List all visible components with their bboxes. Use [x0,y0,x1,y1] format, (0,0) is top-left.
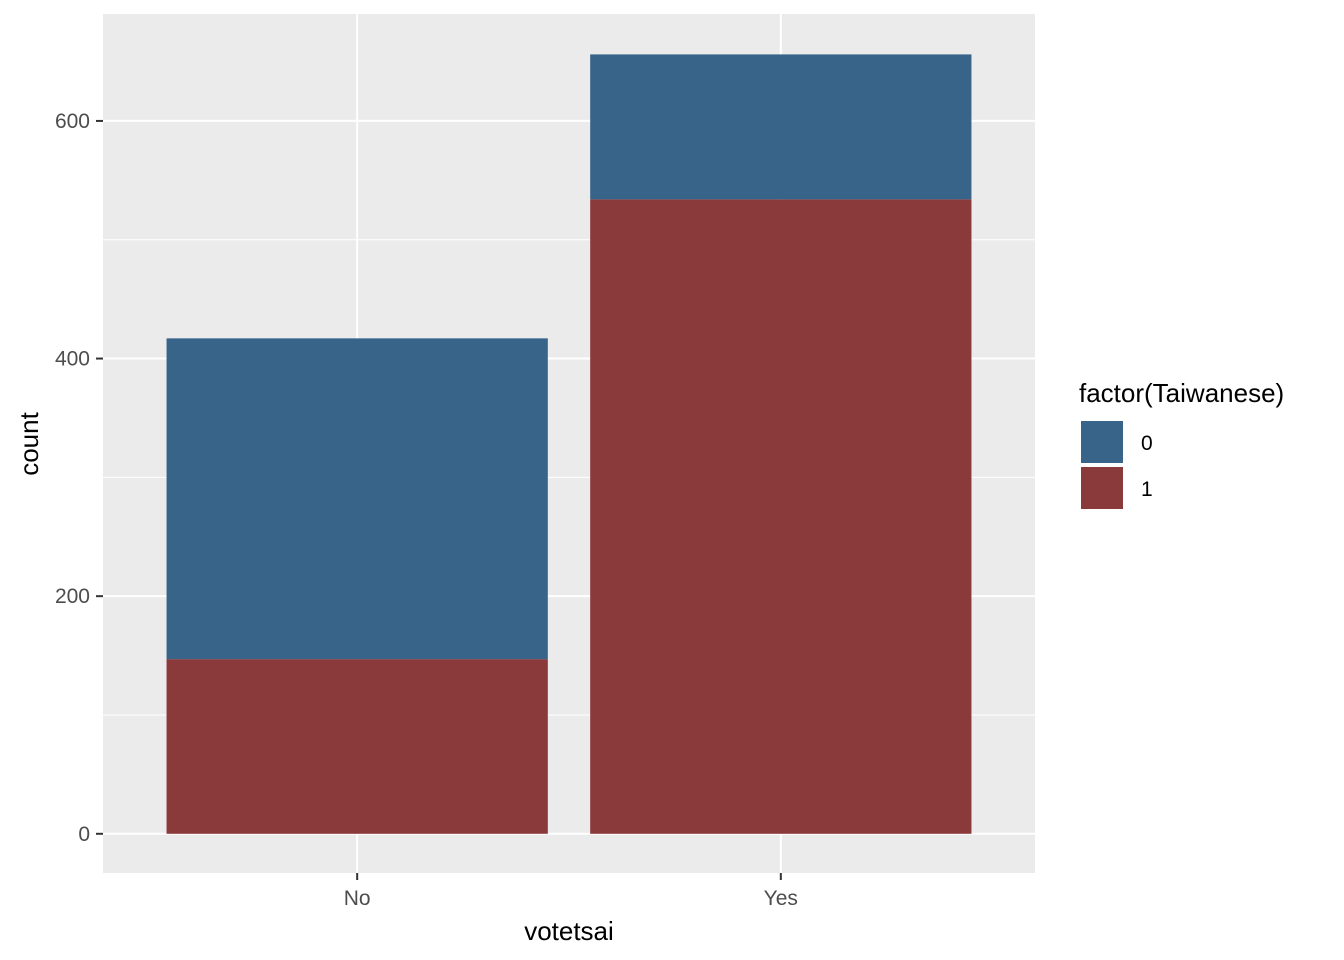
bar-segment [166,338,548,660]
bar-segment [590,54,972,200]
x-axis: No Yes [344,873,798,910]
legend-label: 1 [1141,478,1153,501]
legend-key [1081,467,1123,509]
y-tick-label: 0 [78,823,90,846]
bar-segment [166,659,548,834]
x-tick-label: Yes [764,887,798,910]
legend-label: 0 [1141,432,1153,455]
legend-key [1081,421,1123,463]
legend: factor(Taiwanese) 0 1 [1079,378,1284,509]
x-axis-title: votetsai [524,916,614,946]
y-axis-title: count [14,411,44,475]
legend-title: factor(Taiwanese) [1079,378,1284,408]
y-tick-label: 600 [55,110,90,133]
y-axis: 0 200 400 600 [55,110,103,846]
x-tick-label: No [344,887,371,910]
bar-segment [590,199,972,834]
y-tick-label: 200 [55,585,90,608]
y-tick-label: 400 [55,348,90,371]
bars [166,54,972,834]
